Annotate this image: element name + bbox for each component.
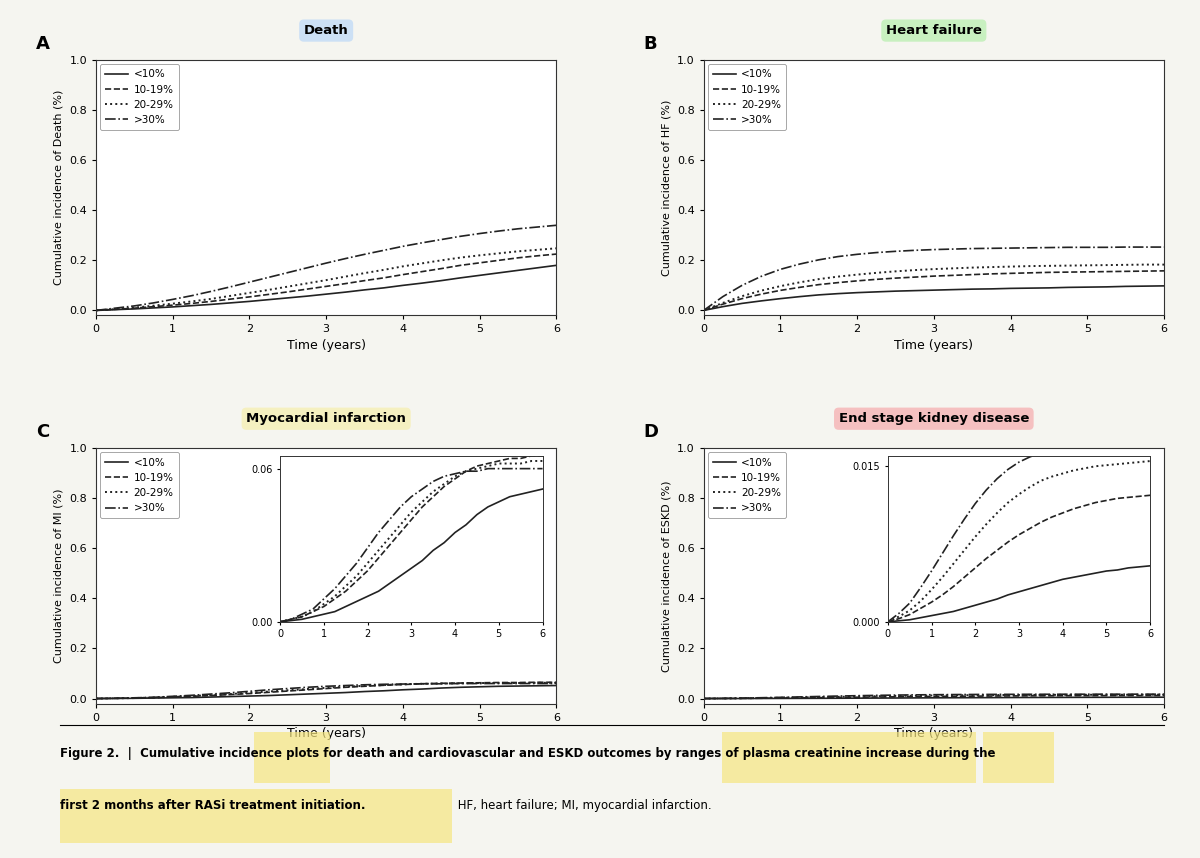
Text: first 2 months after RASi treatment initiation.: first 2 months after RASi treatment init… — [60, 799, 366, 812]
Y-axis label: Cumulative incidence of MI (%): Cumulative incidence of MI (%) — [54, 489, 64, 663]
Bar — [722, 732, 977, 783]
Y-axis label: Cumulative incidence of ESKD (%): Cumulative incidence of ESKD (%) — [661, 480, 671, 672]
Legend: <10%, 10-19%, 20-29%, >30%: <10%, 10-19%, 20-29%, >30% — [708, 452, 786, 518]
Text: HF, heart failure; MI, myocardial infarction.: HF, heart failure; MI, myocardial infarc… — [454, 799, 712, 812]
Text: C: C — [36, 423, 49, 441]
Text: Death: Death — [304, 24, 348, 37]
Y-axis label: Cumulative incidence of HF (%): Cumulative incidence of HF (%) — [661, 100, 671, 276]
Legend: <10%, 10-19%, 20-29%, >30%: <10%, 10-19%, 20-29%, >30% — [100, 452, 179, 518]
Text: Figure 2.  |  Cumulative incidence plots for death and cardiovascular and ESKD o: Figure 2. | Cumulative incidence plots f… — [60, 747, 996, 760]
Text: End stage kidney disease: End stage kidney disease — [839, 412, 1030, 426]
Text: Myocardial infarction: Myocardial infarction — [246, 412, 406, 426]
Text: B: B — [644, 34, 658, 52]
X-axis label: Time (years): Time (years) — [287, 339, 366, 352]
Bar — [983, 732, 1054, 783]
X-axis label: Time (years): Time (years) — [287, 727, 366, 740]
Bar — [254, 732, 330, 783]
Text: A: A — [36, 34, 50, 52]
Y-axis label: Cumulative incidence of Death (%): Cumulative incidence of Death (%) — [54, 90, 64, 286]
Legend: <10%, 10-19%, 20-29%, >30%: <10%, 10-19%, 20-29%, >30% — [708, 64, 786, 130]
Text: D: D — [644, 423, 659, 441]
X-axis label: Time (years): Time (years) — [894, 727, 973, 740]
Legend: <10%, 10-19%, 20-29%, >30%: <10%, 10-19%, 20-29%, >30% — [100, 64, 179, 130]
X-axis label: Time (years): Time (years) — [894, 339, 973, 352]
Bar — [60, 789, 452, 843]
Text: Heart failure: Heart failure — [886, 24, 982, 37]
